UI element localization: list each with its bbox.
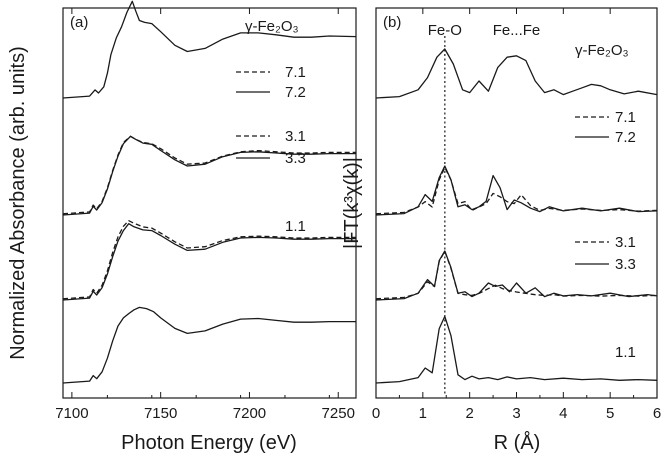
series-7-2-solid [375,165,658,216]
x-tick-label: 7100 [55,405,88,422]
series-1-1-solid [375,315,658,384]
legend-label-7-2: 7.2 [615,129,636,146]
legend-label-3-3: 3.3 [615,256,636,273]
panel-a-x-label: Photon Energy (eV) [121,432,297,454]
series-7-2-solid [62,135,356,216]
legend-label-fe-o: γ-Fe₂O₃ [575,42,629,59]
series-fe-o-solid [375,48,658,99]
x-tick-label: 0 [372,405,380,422]
panel-a-x-axis: 7100 7150 7200 7250 [55,8,355,422]
legend-label-1-1: 1.1 [615,344,636,361]
panel-b-x-axis: 0 1 2 3 4 5 6 [372,8,661,422]
panel-b-y-label: |FT(k³χ(k)| [341,157,363,249]
legend-label-3-1: 3.1 [615,234,636,251]
x-tick-label: 2 [465,405,473,422]
legend-label-7-1: 7.1 [285,64,306,81]
series-7-1-dashed [62,135,356,215]
legend-label-3-1: 3.1 [285,128,306,145]
x-tick-label: 6 [653,405,661,422]
x-tick-label: 1 [419,405,427,422]
panel-a-xanes: (a) 7100 7150 7200 7250 γ-Fe₂O₃ 7.1 7.2 3.1 3.3… [7,0,357,454]
series-3-3-solid [62,223,356,301]
legend-label-7-2: 7.2 [285,84,306,101]
panel-b-legend: γ-Fe₂O₃ 7.1 7.2 3.1 3.3 1.1 [575,42,636,361]
series-3-3-solid [375,250,658,301]
panel-b-frame [375,7,658,399]
series-1-1-solid [62,306,356,384]
panel-b-x-label: R (Å) [494,431,541,454]
series-fe-o-solid [62,0,357,99]
x-tick-label: 4 [559,405,567,422]
panel-a-legend: γ-Fe₂O₃ 7.1 7.2 3.1 3.3 1.1 [236,18,306,235]
x-tick-label: 7250 [322,405,355,422]
x-tick-label: 3 [512,405,520,422]
x-tick-label: 7150 [144,405,177,422]
x-tick-label: 5 [606,405,614,422]
panel-b-label: (b) [383,14,401,31]
annotation-fe-o: Fe-O [428,22,462,39]
series-3-1-dashed [62,220,356,300]
panel-a-label: (a) [70,14,88,31]
panel-a-frame [62,7,357,399]
legend-label-1-1: 1.1 [285,218,306,235]
legend-label-3-3: 3.3 [285,150,306,167]
legend-label-fe-o: γ-Fe₂O₃ [245,18,299,35]
panel-a-y-label: Normalized Absorbance (arb. units) [7,46,29,359]
annotation-fe-fe: Fe...Fe [493,22,541,39]
legend-label-7-1: 7.1 [615,109,636,126]
x-tick-label: 7200 [233,405,266,422]
panel-b-series [375,48,658,384]
panel-a-series [62,0,357,384]
panel-b-annotations: Fe-O Fe...Fe [428,22,540,39]
